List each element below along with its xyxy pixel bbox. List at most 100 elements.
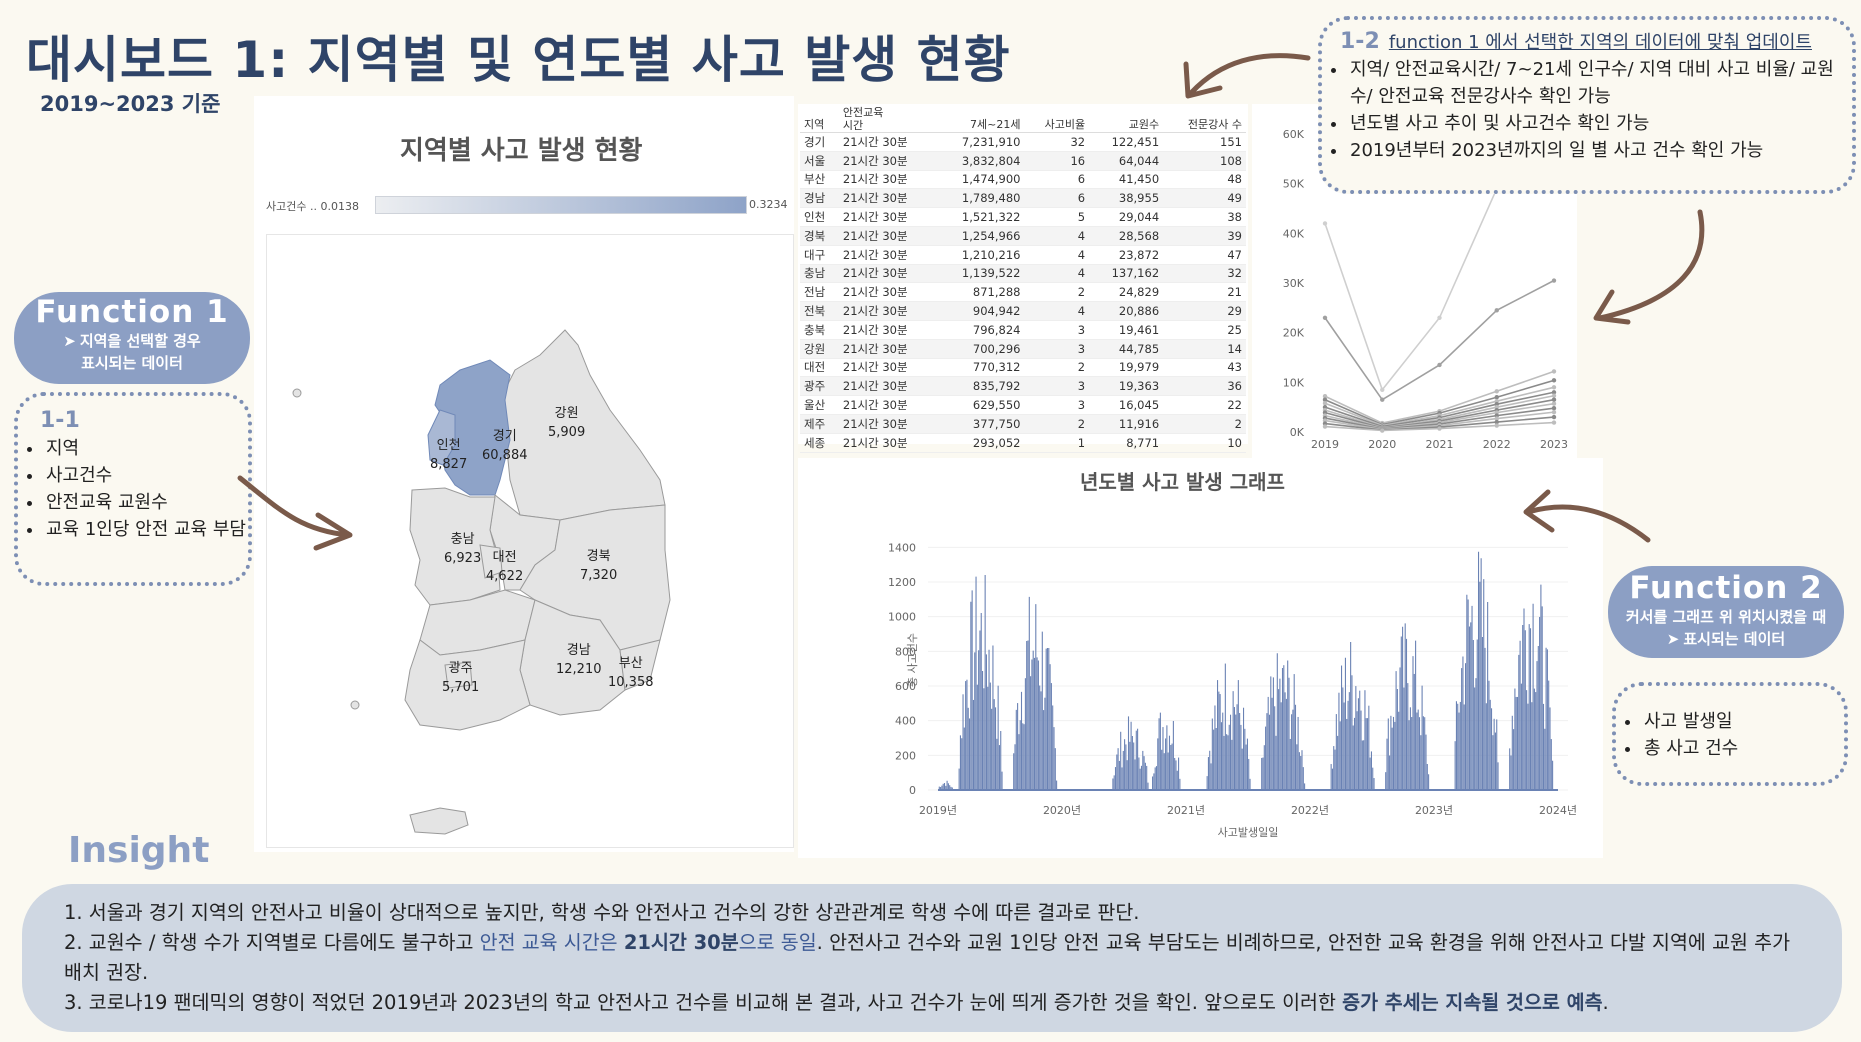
table-cell: 1,210,216 [935, 245, 1025, 265]
line-series[interactable] [1324, 279, 1555, 401]
area-segment[interactable] [1330, 642, 1375, 790]
line-point[interactable] [1551, 420, 1557, 425]
area-segment[interactable] [1206, 663, 1251, 790]
line-point[interactable] [1494, 308, 1499, 313]
area-segment[interactable] [1260, 653, 1306, 790]
area-segment[interactable] [1012, 596, 1058, 790]
region-chungnam[interactable] [409, 487, 501, 606]
table-cell: 2 [1024, 358, 1090, 378]
table-row[interactable]: 강원 21시간 30분 700,296 3 44,785 14 [800, 339, 1246, 359]
region-busan[interactable] [619, 639, 661, 691]
table-cell: 4 [1024, 301, 1090, 321]
table-cell: 21시간 30분 [838, 301, 936, 321]
line-point[interactable] [1437, 362, 1442, 368]
table-row[interactable]: 광주 21시간 30분 835,792 3 19,363 36 [800, 376, 1246, 397]
area-segment[interactable] [958, 575, 1003, 790]
y-tick-label: 0 [909, 784, 916, 797]
line-point[interactable] [1494, 419, 1499, 425]
line-point[interactable] [1380, 397, 1385, 402]
region-gwangju[interactable] [444, 661, 473, 689]
list-item: 년도별 사고 추이 및 사고건수 확인 가능 [1348, 110, 1852, 137]
y-tick-label: 10K [1283, 376, 1305, 389]
line-point[interactable] [1551, 278, 1557, 283]
line-point[interactable] [1494, 416, 1499, 421]
table-row[interactable]: 인천 21시간 30분 1,521,322 5 29,044 38 [800, 207, 1246, 227]
line-point[interactable] [1380, 428, 1385, 433]
table-row[interactable]: 부산 21시간 30분 1,474,900 6 41,450 48 [800, 170, 1246, 190]
line-point[interactable] [1551, 401, 1557, 406]
table-row[interactable]: 세종 21시간 30분 293,052 1 8,771 10 [800, 433, 1246, 453]
line-point[interactable] [1551, 385, 1557, 390]
table-row[interactable]: 경기 21시간 30분 7,231,910 32 122,451 151 [800, 132, 1246, 152]
table-row[interactable]: 경북 21시간 30분 1,254,966 4 28,568 39 [800, 226, 1246, 246]
line-point[interactable] [1322, 221, 1328, 226]
area-segment[interactable] [1112, 716, 1149, 790]
line-point[interactable] [1322, 397, 1328, 402]
line-point[interactable] [1437, 315, 1442, 320]
line-point[interactable] [1494, 389, 1499, 394]
line-point[interactable] [1322, 315, 1328, 320]
table-row[interactable]: 대구 21시간 30분 1,210,216 4 23,872 47 [800, 245, 1246, 265]
table-cell: 21시간 30분 [838, 282, 936, 303]
table-row[interactable]: 충북 21시간 30분 796,824 3 19,461 25 [800, 320, 1246, 340]
table-row[interactable]: 울산 21시간 30분 629,550 3 16,045 22 [800, 395, 1246, 415]
line-point[interactable] [1551, 397, 1557, 402]
line-point[interactable] [1322, 424, 1328, 429]
table-cell: 21시간 30분 [838, 226, 936, 246]
line-point[interactable] [1322, 400, 1328, 406]
table-row[interactable]: 충남 21시간 30분 1,139,522 4 137,162 32 [800, 264, 1246, 284]
table-cell: 47 [1163, 245, 1246, 265]
line-point[interactable] [1437, 426, 1442, 431]
callout-1-2: 1-2 function 1 에서 선택한 지역의 데이터에 맞춰 업데이트 지… [1318, 16, 1856, 194]
function1-title: Function 1 [35, 294, 229, 330]
line-point[interactable] [1322, 394, 1328, 399]
table-cell: 1,521,322 [935, 207, 1025, 227]
daily-area-chart[interactable]: 0 200 400 600 800 1000 1200 1400 2019년 2020년 2021년… [798, 490, 1603, 858]
table-cell: 19,461 [1089, 320, 1164, 340]
table-cell: 21시간 30분 [838, 414, 936, 434]
legend-label: 사고건수 .. 0.0138 [266, 200, 359, 213]
table-cell: 1,254,966 [935, 226, 1025, 246]
region-incheon[interactable] [427, 409, 456, 466]
line-point[interactable] [1551, 369, 1557, 374]
region-gangwon[interactable] [499, 329, 666, 521]
table-row[interactable]: 전북 21시간 30분 904,942 4 20,886 29 [800, 301, 1246, 321]
x-tick-label: 2022년 [1291, 804, 1329, 817]
table-cell: 377,750 [935, 414, 1025, 434]
area-segment[interactable] [1151, 712, 1181, 790]
line-point[interactable] [1494, 395, 1499, 400]
table-row[interactable]: 서울 21시간 30분 3,832,804 16 64,044 108 [800, 151, 1246, 171]
korea-map[interactable] [266, 234, 792, 846]
y-tick-label: 40K [1283, 227, 1305, 240]
insight-box [22, 884, 1842, 1032]
area-segment[interactable] [1384, 623, 1430, 790]
region-jeju[interactable] [409, 807, 469, 835]
region-daejeon[interactable] [479, 544, 503, 579]
line-point[interactable] [1551, 414, 1557, 420]
arrow-1-2-to-table [1189, 53, 1311, 95]
line-point[interactable] [1380, 387, 1385, 392]
area-segment[interactable] [1508, 584, 1554, 790]
line-point[interactable] [1551, 405, 1557, 411]
table-cell: 16,045 [1089, 395, 1164, 415]
region-gyeonggi[interactable] [434, 359, 511, 496]
area-segment[interactable] [938, 780, 953, 790]
table-cell: 23,872 [1089, 245, 1164, 265]
table-row[interactable]: 전남 21시간 30분 871,288 2 24,829 21 [800, 282, 1246, 303]
area-segment[interactable] [1454, 551, 1499, 790]
table-row[interactable]: 대전 21시간 30분 770,312 2 19,979 43 [800, 358, 1246, 378]
table-cell: 48 [1163, 170, 1246, 190]
yearly-line-chart[interactable]: 0K 10K 20K 30K 40K 50K 60K 2019 2020 2021 2022 2023 [1252, 104, 1577, 459]
line-point[interactable] [1551, 390, 1557, 395]
line-point[interactable] [1551, 378, 1557, 383]
callout-1-2-link[interactable]: function 1 에서 선택한 지역의 데이터에 맞춰 업데이트 [1388, 32, 1812, 53]
line-point[interactable] [1494, 423, 1499, 428]
line-point[interactable] [1551, 393, 1557, 398]
region-data-table[interactable]: 지역 안전교육 시간 7세~21세 사고비율 교원수 전문강사 수 경기 21시간… [800, 106, 1246, 453]
table-cell: 3 [1024, 376, 1090, 397]
table-row[interactable]: 제주 21시간 30분 377,750 2 11,916 2 [800, 414, 1246, 434]
line-point[interactable] [1551, 409, 1557, 415]
x-tick-label: 2022 [1483, 438, 1511, 451]
table-cell: 5 [1024, 207, 1090, 227]
table-row[interactable]: 경남 21시간 30분 1,789,480 6 38,955 49 [800, 188, 1246, 209]
